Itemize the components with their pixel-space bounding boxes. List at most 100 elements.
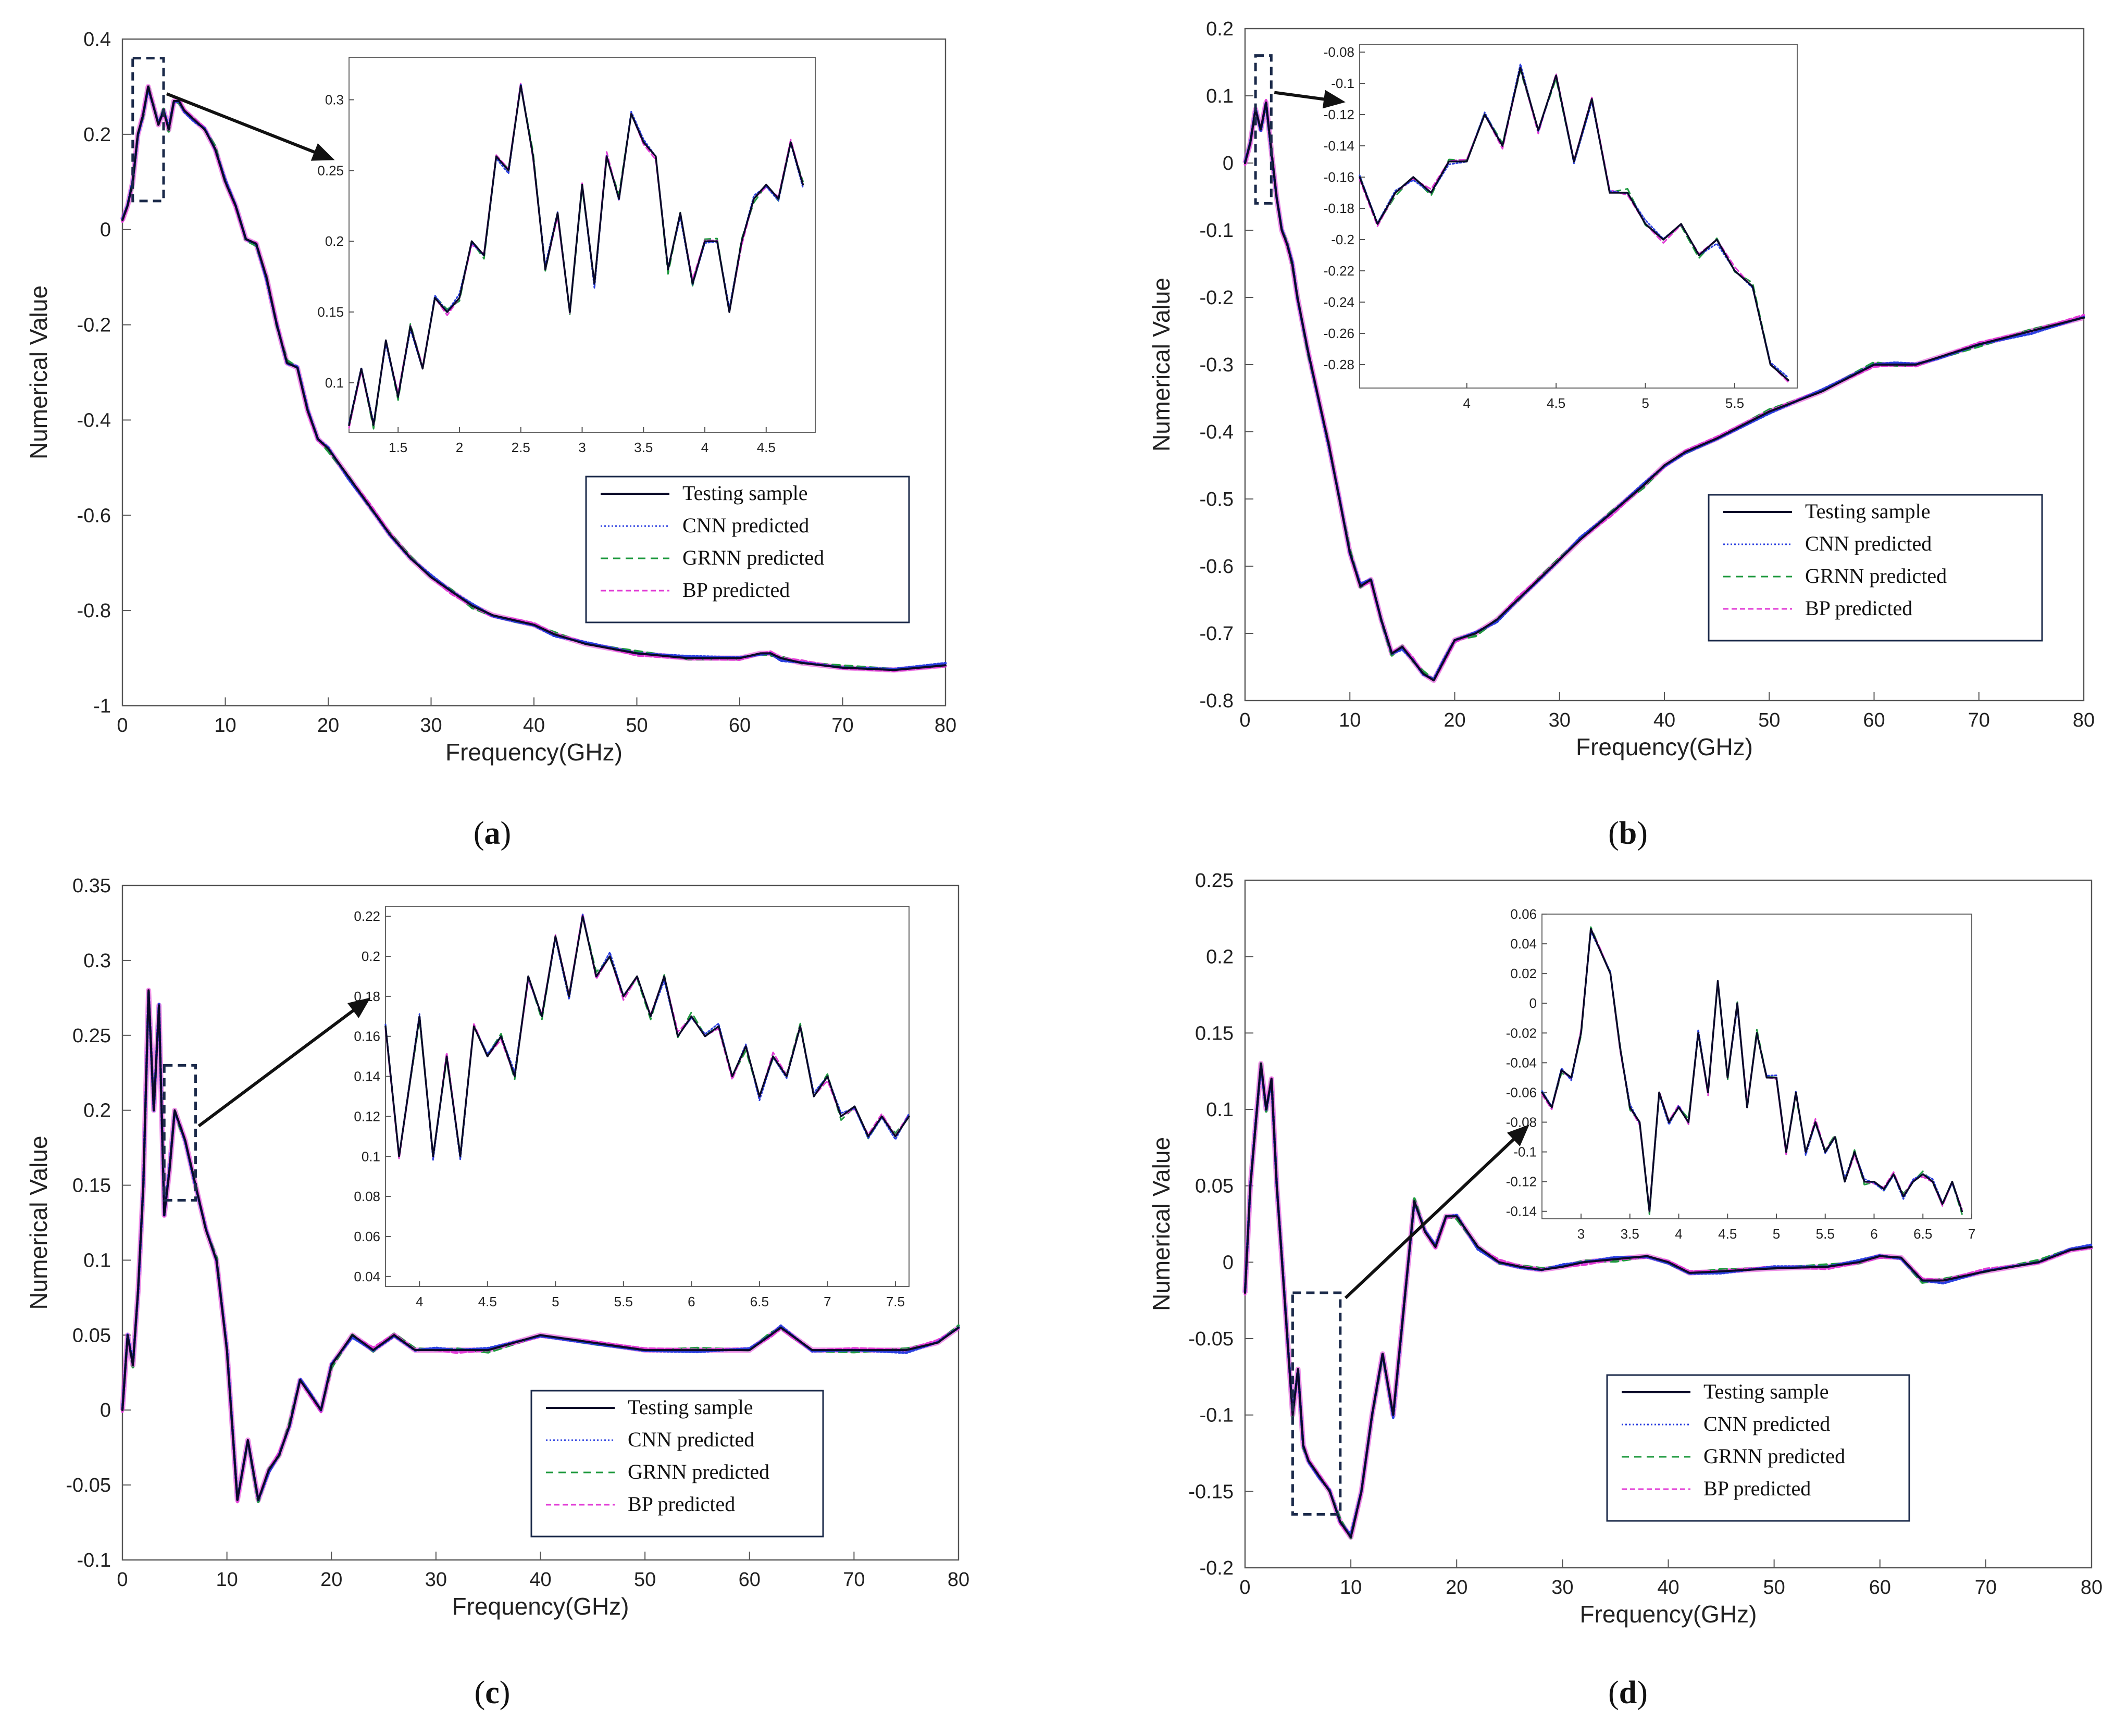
panel-b-caption-paren-open: (	[1608, 816, 1619, 851]
panel-b-main-ytick-label: -0.6	[1200, 556, 1234, 578]
panel-b-main-xtick-label: 40	[1653, 709, 1675, 731]
panel-c-inset-series-testing-sample	[384, 915, 910, 1158]
panel-a-main-xtick-label: 0	[117, 715, 128, 736]
panel-d-inset-xtick-label: 4.5	[1718, 1226, 1737, 1242]
panel-c-inset-ytick-label: 0.04	[354, 1269, 380, 1284]
panel-a-inset-ytick-label: 0.3	[325, 92, 344, 108]
panel-a-main-ytick-label: -0.6	[77, 505, 111, 527]
panel-a-zoom-arrow	[166, 92, 332, 160]
panel-b-inset-ytick-label: -0.14	[1324, 138, 1354, 154]
panel-c-inset-xtick-label: 4	[416, 1294, 423, 1309]
panel-b-main-xtick-label: 20	[1444, 709, 1465, 731]
panel-c-caption-letter: c	[485, 1675, 500, 1710]
panel-b-inset-ytick-label: -0.08	[1324, 44, 1354, 60]
panel-d-inset-xtick-label: 4	[1675, 1226, 1682, 1242]
panel-d-xlabel: Frequency(GHz)	[1580, 1601, 1757, 1628]
panel-b-inset-ytick-label: -0.1	[1331, 76, 1354, 91]
panel-d-ylabel: Numerical Value	[1148, 1137, 1175, 1311]
panel-b-main-ytick-label: -0.5	[1200, 489, 1234, 510]
panel-b-inset-xtick-label: 5	[1641, 395, 1649, 411]
panel-d-inset-ytick-label: -0.02	[1506, 1025, 1537, 1041]
panel-b-main-xtick-label: 0	[1239, 709, 1250, 731]
panel-c-inset-xtick-label: 6.5	[750, 1294, 769, 1309]
panel-a-main-xtick-label: 20	[317, 715, 339, 736]
panel-c-inset-ytick-label: 0.16	[354, 1029, 380, 1044]
panel-b-inset-xtick-label: 4	[1463, 395, 1470, 411]
panel-c-main-ytick-label: 0.2	[83, 1100, 111, 1122]
panel-d-inset-ytick-label: -0.1	[1513, 1144, 1537, 1160]
panel-b-legend-label: Testing sample	[1805, 499, 1931, 523]
panel-d-inset-ytick-label: -0.04	[1506, 1055, 1537, 1070]
panel-d-main-xtick-label: 40	[1657, 1577, 1679, 1598]
panel-d-caption-paren-close: )	[1637, 1675, 1648, 1710]
panel-a-inset-xtick-label: 3	[578, 440, 586, 455]
panel-d-main-xtick-label: 60	[1869, 1577, 1891, 1598]
panel-d-legend-box	[1606, 1374, 1910, 1522]
panel-d-inset-ytick-label: 0.02	[1510, 966, 1537, 981]
panel-a-legend-label: BP predicted	[682, 578, 790, 602]
panel-d-inset-xtick-label: 7	[1968, 1226, 1975, 1242]
panel-d-main-xtick-label: 70	[1975, 1577, 1997, 1598]
panel-a-zoom-box	[131, 57, 165, 203]
panel-b-inset-ytick-label: -0.16	[1324, 169, 1354, 185]
panel-b-main-xtick-label: 70	[1968, 709, 1990, 731]
panel-b-main-ytick-label: -0.8	[1200, 690, 1234, 712]
panel-d-caption: (d)	[1608, 1675, 1648, 1710]
panel-d-main-ytick-label: 0.25	[1195, 870, 1234, 892]
panel-b-inset-axes-frame	[1359, 44, 1798, 389]
panel-c-main-ytick-label: 0.3	[83, 950, 111, 972]
panel-d-legend-label: GRNN predicted	[1703, 1444, 1845, 1468]
panel-c-main-ytick-label: 0	[100, 1400, 111, 1421]
panel-b-main-ytick-label: 0	[1223, 153, 1234, 174]
panel-c-main-xtick-label: 60	[739, 1569, 761, 1591]
panel-a-caption: (a)	[474, 816, 511, 851]
panel-b-legend-label: GRNN predicted	[1805, 564, 1947, 588]
panel-a-legend-box	[585, 476, 910, 623]
panel-b-inset-xtick-label: 5.5	[1725, 395, 1744, 411]
panel-a-legend-label: CNN predicted	[682, 514, 809, 537]
panel-a-main-ytick-label: -0.2	[77, 315, 111, 336]
panel-c-main-ytick-label: 0.15	[72, 1175, 111, 1197]
panel-d-main-xtick-label: 30	[1551, 1577, 1573, 1598]
panel-d-main-xtick-label: 80	[2081, 1577, 2102, 1598]
panel-a-legend-label: Testing sample	[682, 481, 808, 505]
panel-b-ylabel: Numerical Value	[1148, 278, 1175, 452]
panel-c-main-xtick-label: 20	[320, 1569, 342, 1591]
panel-a-main-xtick-label: 10	[214, 715, 236, 736]
panel-b-inset-series-testing-sample	[1359, 67, 1789, 381]
panel-d-caption-paren-open: (	[1608, 1675, 1619, 1710]
panel-a-main-xtick-label: 30	[420, 715, 442, 736]
panel-c-main-xtick-label: 10	[216, 1569, 238, 1591]
panel-c-inset-ytick-label: 0.2	[362, 948, 380, 964]
panel-b-legend-label: BP predicted	[1805, 596, 1912, 620]
panel-a-inset-series-testing-sample	[348, 84, 804, 427]
panel-d-zoom-arrow-head	[1507, 1125, 1529, 1146]
panel-b-main-xtick-label: 10	[1339, 709, 1361, 731]
panel-d-inset-series-testing-sample	[1541, 928, 1963, 1213]
panel-d-inset-ytick-label: -0.06	[1506, 1084, 1537, 1100]
panel-c-caption-paren-open: (	[475, 1675, 486, 1710]
panel-b: 0 10 20 30 40 50 60 70 80-0.8-0.7-0.6-0.5-0.4-0.…	[1148, 18, 2095, 851]
panel-a-inset-ytick-label: 0.1	[325, 375, 344, 391]
panel-b-main-ytick-label: -0.4	[1200, 421, 1234, 443]
panel-b-main-xtick-label: 60	[1863, 709, 1885, 731]
panel-a-inset-ytick-label: 0.25	[317, 163, 344, 178]
panel-b-inset-ytick-label: -0.18	[1324, 201, 1354, 216]
panel-a-caption-letter: a	[484, 816, 501, 851]
panel-d-inset-ytick-label: 0.04	[1510, 936, 1537, 952]
panel-d-inset-ytick-label: -0.12	[1506, 1174, 1537, 1190]
panel-c-inset-xtick-label: 5.5	[614, 1294, 633, 1309]
panel-c-zoom-arrow-head	[347, 997, 371, 1018]
panel-c-inset-ytick-label: 0.06	[354, 1229, 380, 1244]
panel-c-main-xtick-label: 40	[529, 1569, 551, 1591]
panel-c-main-xtick-label: 30	[425, 1569, 447, 1591]
panel-b-main-ytick-label: -0.7	[1200, 623, 1234, 645]
panel-d-inset-xtick-label: 5	[1773, 1226, 1780, 1242]
panel-b-main-ytick-label: -0.2	[1200, 287, 1234, 309]
panel-d-main-ytick-label: 0	[1223, 1252, 1234, 1273]
panel-b-inset-xtick-label: 4.5	[1547, 395, 1565, 411]
panel-a-zoom-arrow-head	[310, 143, 335, 161]
panel-a-caption-paren-close: )	[501, 816, 512, 851]
panel-d-zoom-arrow	[1344, 1126, 1528, 1300]
panel-a-inset-ytick-label: 0.15	[317, 304, 344, 320]
